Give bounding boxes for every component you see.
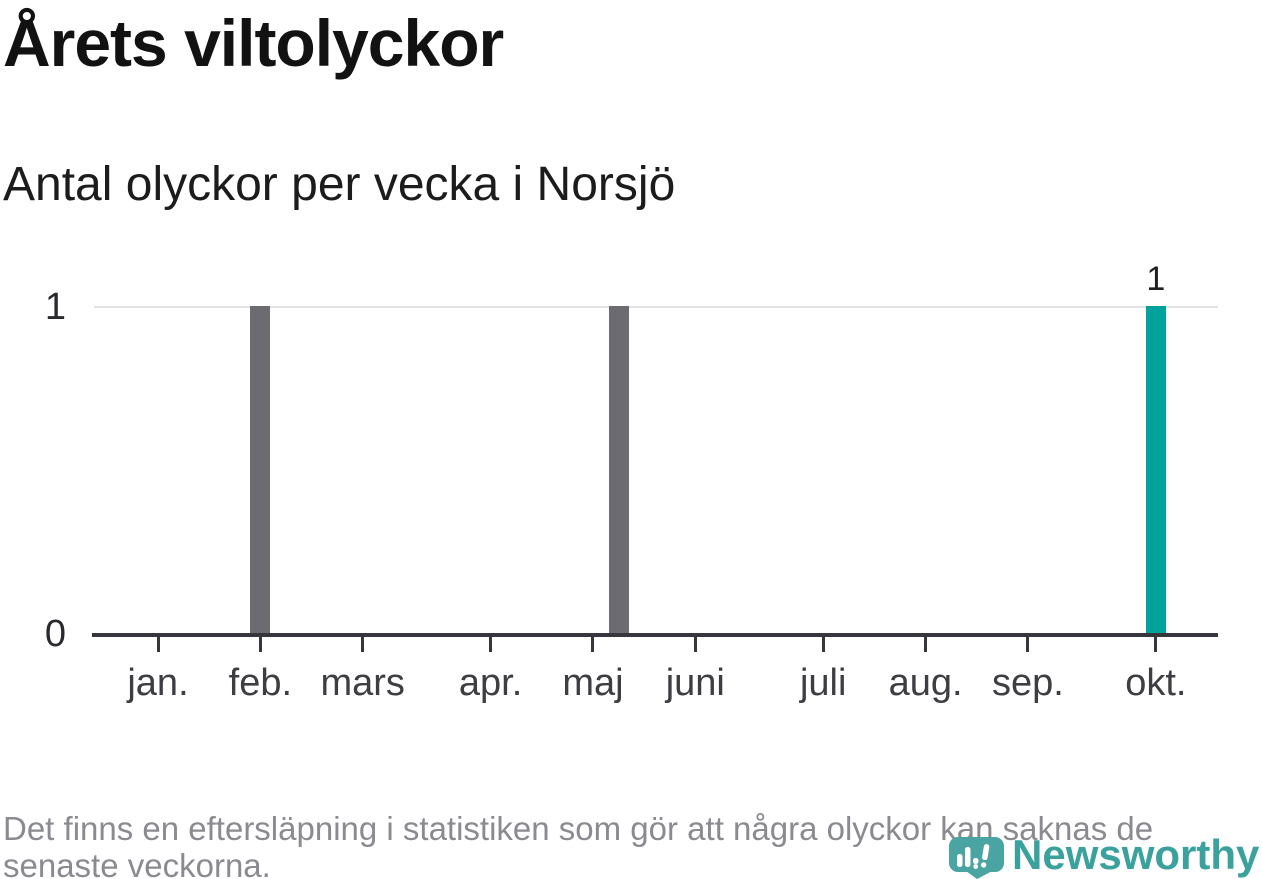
month-tick-label-maj: maj [562,662,624,704]
month-tick-label-apr: apr. [458,662,523,704]
month-tick-sep [1026,637,1030,652]
bar-week-19 [608,306,629,633]
month-tick-jan [156,637,160,652]
month-tick-feb [258,637,262,652]
month-tick-juli [821,637,825,652]
month-tick-aug [924,637,928,652]
month-tick-label-mars: mars [320,662,405,704]
y-tick-label-1: 1 [44,286,66,328]
bar-week-40-highlight [1145,306,1166,633]
month-tick-label-juli: juli [799,662,847,704]
month-tick-juni [693,637,697,652]
newsworthy-logo: Newsworthy [948,833,1260,879]
x-axis-line [92,633,1218,637]
footnote-line-2: senaste veckorna. [3,847,271,879]
y-tick-label-0: 0 [44,613,66,655]
month-tick-label-sep: sep. [991,662,1064,704]
month-tick-label-okt: okt. [1125,662,1187,704]
month-tick-mars [361,637,365,652]
newsworthy-logo-text: Newsworthy [1012,831,1260,878]
bar-week-5 [250,306,271,633]
newsworthy-logo-icon [949,837,1004,879]
bar-value-label-week-40: 1 [1146,260,1166,298]
month-tick-maj [591,637,595,652]
month-tick-apr [489,637,493,652]
month-tick-okt [1154,637,1158,652]
chart-subtitle: Antal olyckor per vecka i Norsjö [3,158,676,211]
month-tick-label-juni: juni [665,662,725,704]
chart-title: Årets viltolyckor [3,6,504,80]
gridline-1 [94,306,1218,308]
month-tick-label-aug: aug. [888,662,963,704]
month-tick-label-jan: jan. [127,662,189,704]
month-tick-label-feb: feb. [228,662,293,704]
